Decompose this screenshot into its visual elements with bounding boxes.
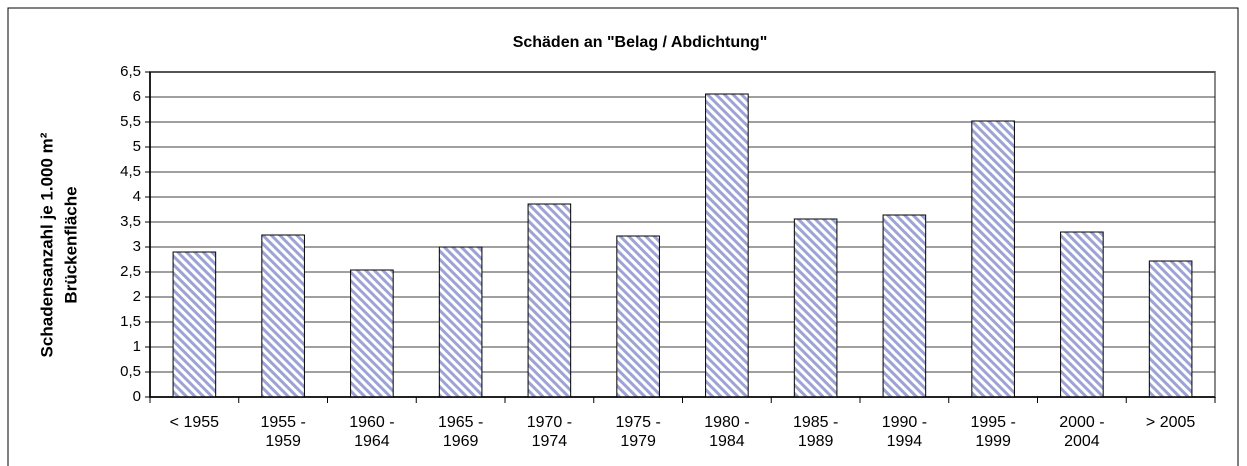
y-tick-label: 6,5 [120,63,141,80]
y-axis-label: Schadensanzahl je 1.000 m² [37,132,56,357]
x-tick-label: > 2005 [1145,414,1196,431]
y-tick-label: 2,5 [120,263,141,280]
x-tick-label: 1960 - 1964 [349,414,395,450]
x-tick-label: 2000 - 2004 [1059,414,1105,450]
bar [438,246,483,398]
bar [172,251,217,398]
y-tick-label: 6 [133,88,141,105]
bar [1060,231,1104,398]
y-tick-label: 4 [133,188,141,205]
x-tick-label: 1995 - 1999 [970,414,1016,450]
plot-area [149,71,1216,398]
y-tick-label: 2 [133,288,141,305]
y-tick-label: 1,5 [120,313,141,330]
bar [971,120,1015,398]
y-tick-label: 1 [133,338,141,355]
x-tick-label: < 1955 [169,414,220,431]
x-tick-label: 1975 - 1979 [615,414,661,450]
y-axis-label: Brückenfläche [61,186,80,303]
y-tick-label: 3 [133,238,141,255]
x-tick-label: 1985 - 1989 [792,414,839,450]
bar [350,269,394,398]
x-tick-label: 1990 - 1994 [881,414,928,450]
y-tick-label: 4,5 [120,163,141,180]
x-tick-label: 1965 - 1969 [437,414,484,450]
y-tick-label: 0 [133,388,141,405]
chart-title: Schäden an "Belag / Abdichtung" [513,34,768,51]
x-tick-label: 1980 - 1984 [704,414,750,450]
x-tick-label: 1970 - 1974 [526,414,573,450]
bar [616,235,660,398]
bar [261,234,305,398]
y-tick-label: 5 [133,138,141,155]
y-tick-label: 5,5 [120,113,141,130]
bar [705,93,749,398]
chart-border [7,7,1239,466]
bar [793,218,838,398]
bar [1148,260,1193,398]
bar [527,203,572,398]
y-tick-label: 3,5 [120,213,141,230]
bar [882,214,927,398]
x-tick-label: 1955 - 1959 [260,414,306,450]
y-tick-label: 0,5 [120,363,141,380]
